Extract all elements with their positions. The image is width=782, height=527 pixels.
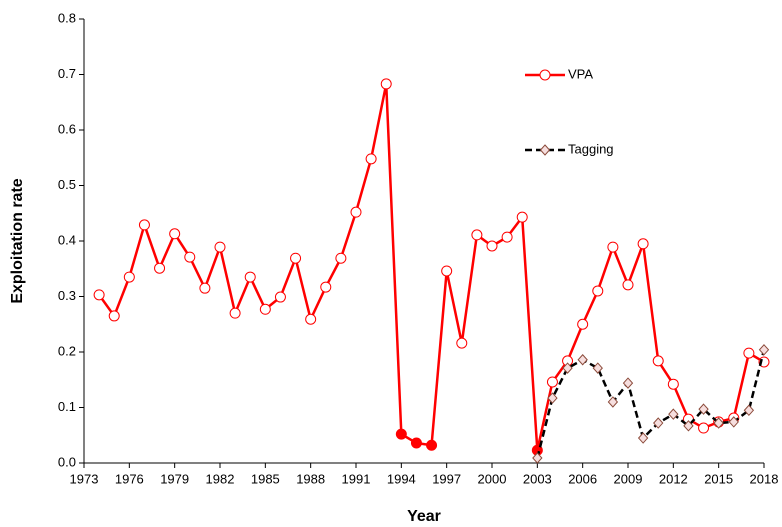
marker <box>259 303 271 315</box>
marker <box>441 265 453 277</box>
marker <box>713 417 724 429</box>
marker <box>652 355 664 367</box>
series-line <box>536 349 766 459</box>
marker <box>154 262 166 274</box>
y-tick-label: 0.0 <box>58 454 76 469</box>
x-tick-label: 1985 <box>251 471 280 486</box>
marker <box>668 408 679 420</box>
marker <box>229 307 241 319</box>
x-axis-title: Year <box>407 508 441 525</box>
marker <box>380 78 392 90</box>
marker <box>516 211 528 223</box>
marker <box>123 271 135 283</box>
marker <box>728 416 739 428</box>
y-tick-label: 0.2 <box>58 343 76 358</box>
legend-label: Tagging <box>568 141 614 156</box>
marker <box>577 354 588 366</box>
x-tick-label: 2012 <box>659 471 688 486</box>
marker <box>199 282 211 294</box>
marker <box>622 377 634 389</box>
y-tick-label: 0.4 <box>58 232 76 247</box>
x-tick-label: 2015 <box>704 471 733 486</box>
marker <box>395 428 407 440</box>
marker <box>290 252 302 264</box>
marker <box>305 313 317 325</box>
marker <box>350 206 362 218</box>
y-tick-label: 0.1 <box>58 399 76 414</box>
x-tick-label: 2000 <box>478 471 507 486</box>
x-tick-label: 1997 <box>432 471 461 486</box>
y-tick-label: 0.7 <box>58 66 76 81</box>
x-tick-label: 1973 <box>70 471 99 486</box>
y-tick-label: 0.3 <box>58 288 76 303</box>
marker <box>184 251 196 263</box>
marker <box>138 219 150 231</box>
marker <box>456 337 468 349</box>
marker <box>698 403 709 415</box>
marker <box>486 240 498 252</box>
marker <box>637 432 649 444</box>
marker <box>758 344 770 356</box>
marker <box>607 396 619 408</box>
y-tick-label: 0.8 <box>58 10 76 25</box>
marker <box>426 439 438 451</box>
x-tick-label: 2006 <box>568 471 597 486</box>
legend-label: VPA <box>568 66 593 81</box>
legend-marker <box>539 69 551 81</box>
marker <box>592 285 604 297</box>
marker <box>335 252 347 264</box>
marker <box>743 347 755 359</box>
x-tick-label: 1979 <box>160 471 189 486</box>
marker <box>214 241 226 253</box>
x-tick-label: 1988 <box>296 471 325 486</box>
marker <box>743 404 755 417</box>
marker <box>365 153 377 165</box>
marker <box>667 378 679 390</box>
marker <box>546 376 558 388</box>
marker <box>410 437 422 449</box>
x-tick-label: 1994 <box>387 471 416 486</box>
x-tick-label: 1982 <box>206 471 235 486</box>
marker <box>547 392 558 404</box>
marker <box>592 362 603 374</box>
marker <box>622 279 634 291</box>
marker <box>108 310 120 322</box>
marker <box>320 281 332 293</box>
marker <box>577 318 589 330</box>
y-axis-title: Exploitation rate <box>9 178 26 303</box>
y-tick-label: 0.5 <box>58 177 76 192</box>
marker <box>274 291 286 303</box>
y-tick-label: 0.6 <box>58 121 76 136</box>
marker <box>93 289 105 301</box>
marker <box>471 229 483 241</box>
marker <box>683 420 694 432</box>
marker <box>244 271 256 283</box>
x-tick-label: 2009 <box>614 471 643 486</box>
marker <box>653 417 664 429</box>
x-tick-label: 1991 <box>342 471 371 486</box>
legend-marker <box>539 144 551 156</box>
series-line <box>98 83 765 451</box>
marker <box>698 422 710 434</box>
x-tick-label: 2018 <box>750 471 779 486</box>
marker <box>562 362 573 374</box>
marker <box>607 241 619 253</box>
marker <box>532 452 543 464</box>
x-tick-label: 2003 <box>523 471 552 486</box>
marker <box>501 231 513 243</box>
marker <box>169 228 181 240</box>
x-tick-label: 1976 <box>115 471 144 486</box>
marker <box>637 238 649 250</box>
